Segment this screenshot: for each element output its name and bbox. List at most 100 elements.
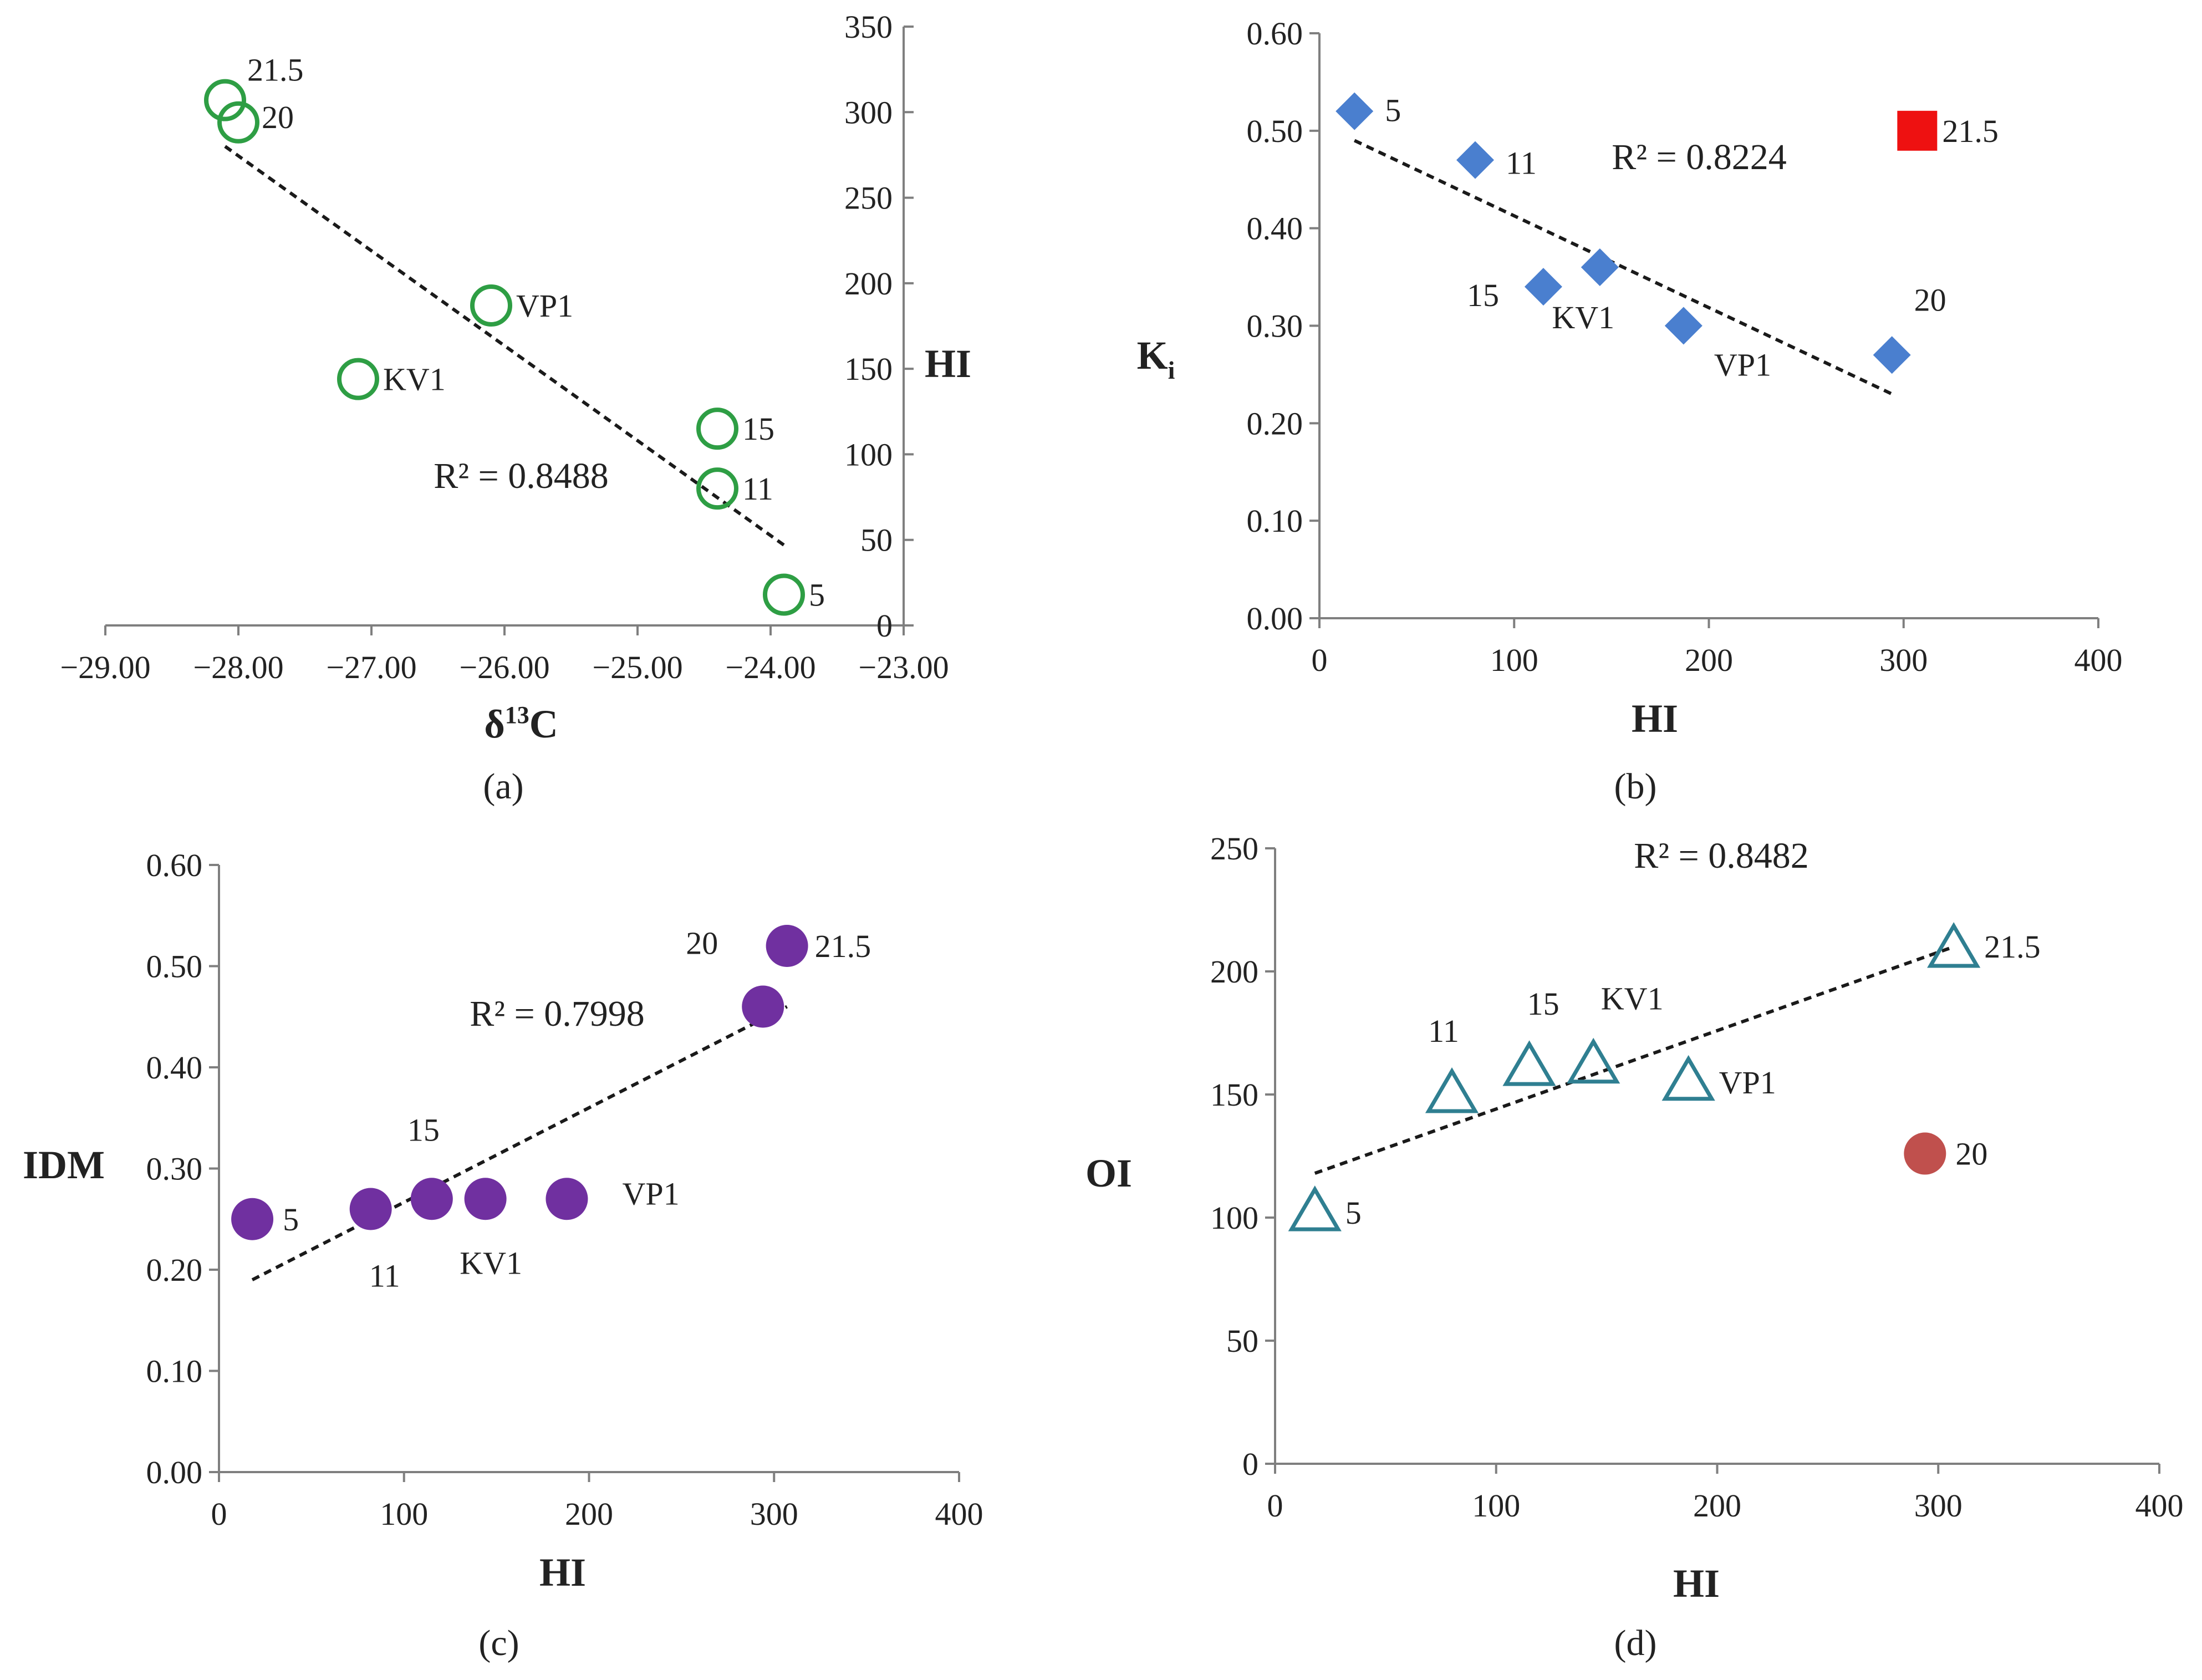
panel-d-point-label: 5 [1345,1195,1362,1231]
panel-b-data-point [1336,92,1374,130]
panel-d-y-tick-label: 100 [1210,1200,1258,1236]
panel-a-x-tick-label: −29.00 [60,649,150,685]
panel-d-y-tick-label: 50 [1226,1323,1258,1359]
panel-b-y-tick-label: 0.10 [1247,503,1303,539]
panel-b-y-tick-label: 0.00 [1247,600,1303,637]
panel-d-y-tick-label: 250 [1210,831,1258,867]
panel-b-point-label: 5 [1385,93,1401,129]
panel-c-y-tick-label: 0.30 [146,1151,203,1187]
panel-d-data-point [1425,1067,1479,1113]
panel-b-y-tick-label: 0.20 [1247,405,1303,441]
panel-c-data-point [766,925,808,967]
panel-b-data-point [1581,248,1619,286]
panel-d-data-point [1927,922,1981,968]
panel-d-data-point [1661,1055,1715,1101]
panel-a-y-tick-label: 150 [844,351,893,387]
panel-c-x-tick-label: 0 [211,1496,227,1532]
panel-c-point-label: 20 [686,925,718,961]
panel-a-data-point [337,358,379,400]
panel-c: HI IDM R² = 0.7998 (c) 0 100 200 300 400 0.00… [23,847,983,1663]
panel-a-y-tick-label: 300 [844,94,893,130]
panel-b-data-point [1456,141,1494,179]
panel-c-data-point [410,1178,453,1220]
panel-b-x-tick-label: 100 [1490,642,1538,678]
panel-a-x-tick-label: −27.00 [326,649,416,685]
panel-c-x-tick-label: 300 [750,1496,798,1532]
panel-d: HI OI R² = 0.8482 (d) 0 100 200 300 400 0 50 10… [1085,831,2184,1663]
panel-d-y-axis-title: OI [1085,1151,1132,1195]
panel-a-point-label: 11 [742,471,773,507]
panel-b-data-point [1873,336,1911,374]
panel-c-point-label: 21.5 [815,928,871,964]
panel-a-r2-annotation: R² = 0.8488 [434,456,609,496]
panel-b-y-tick-label: 0.40 [1247,211,1303,247]
panel-a-y-tick-label: 50 [860,522,893,558]
panel-d-y-tick-label: 200 [1210,954,1258,990]
panel-b-y-tick-label: 0.50 [1247,113,1303,149]
panel-a-x-tick-label: −23.00 [858,649,949,685]
panel-a-point-label: 20 [262,99,294,135]
panel-c-y-tick-label: 0.40 [146,1050,203,1086]
panel-c-x-tick-label: 100 [380,1496,428,1532]
panel-d-point-label: 11 [1428,1013,1459,1049]
panel-d-y-tick-label: 150 [1210,1077,1258,1113]
panel-d-r2-annotation: R² = 0.8482 [1634,836,1809,876]
panel-a-data-point [763,573,805,616]
panel-b: HI Ki R² = 0.8224 (b) 0 100 200 300 400 0.00 0… [1137,16,2123,807]
panel-c-x-axis-title: HI [539,1550,586,1595]
panel-b-data-point [1664,307,1703,345]
panel-c-trendline [251,1005,788,1281]
panel-b-data-point [1524,268,1562,306]
panel-a-y-tick-label: 200 [844,266,893,302]
panel-d-x-tick-label: 100 [1472,1488,1520,1524]
panel-b-point-label: 11 [1506,145,1537,181]
panel-d-data-point [1904,1132,1946,1175]
panel-a-caption: (a) [483,766,523,807]
panel-b-x-tick-label: 200 [1685,642,1733,678]
panel-d-data-point [1502,1040,1556,1086]
panel-a-data-point [204,79,246,121]
panel-d-point-label: 21.5 [1984,929,2041,965]
panel-b-point-label: 20 [1914,282,1946,318]
panel-c-point-label: VP1 [622,1175,679,1211]
panel-c-y-tick-label: 0.60 [146,847,203,883]
panel-d-data-point [1567,1037,1620,1084]
panel-c-data-point [742,985,784,1028]
panel-c-y-axis-title: IDM [23,1143,105,1187]
panel-c-caption: (c) [478,1623,519,1663]
panel-c-data-point [546,1178,588,1220]
panel-c-y-tick-label: 0.10 [146,1353,203,1389]
panel-c-point-label: 5 [283,1202,299,1238]
panel-b-r2-annotation: R² = 0.8224 [1612,137,1787,177]
panel-d-y-tick-label: 0 [1242,1446,1258,1482]
panel-a-y-tick-label: 0 [876,608,893,644]
panel-d-x-tick-label: 300 [1914,1488,1963,1524]
panel-b-point-label: 15 [1467,277,1499,313]
panel-a-point-label: 15 [742,411,774,447]
panel-a-x-tick-label: −26.00 [459,649,549,685]
panel-d-x-axis-title: HI [1673,1561,1720,1606]
panel-a-point-label: 5 [809,577,825,613]
panel-c-r2-annotation: R² = 0.7998 [470,994,645,1034]
panel-d-x-tick-label: 200 [1693,1488,1741,1524]
panel-a: δ13C HI R² = 0.8488 (a) −29.00 −28.00 −27.… [60,9,971,807]
panel-a-data-point [696,408,738,450]
panel-d-x-tick-label: 0 [1267,1488,1283,1524]
panel-a-data-point [217,101,259,144]
panel-a-y-tick-label: 250 [844,180,893,216]
panel-a-x-tick-label: −28.00 [193,649,283,685]
panel-b-x-tick-label: 300 [1879,642,1928,678]
panel-b-x-axis-title: HI [1632,696,1678,741]
panel-d-x-tick-label: 400 [2135,1488,2184,1524]
panel-c-point-label: 11 [369,1258,400,1294]
panel-c-data-point [231,1198,274,1240]
panel-d-point-label: VP1 [1719,1065,1776,1101]
panel-d-caption: (d) [1614,1623,1657,1663]
panel-d-trendline [1314,945,1955,1175]
panel-a-data-point [696,467,738,510]
panel-c-point-label: 15 [407,1112,440,1148]
panel-c-x-tick-label: 400 [935,1496,983,1532]
panel-a-y-tick-label: 350 [844,9,893,45]
panel-a-x-tick-label: −25.00 [592,649,682,685]
panel-d-point-label: 20 [1955,1136,1987,1172]
